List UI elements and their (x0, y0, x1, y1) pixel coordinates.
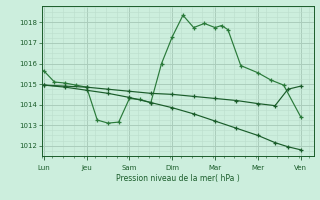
X-axis label: Pression niveau de la mer( hPa ): Pression niveau de la mer( hPa ) (116, 174, 239, 183)
